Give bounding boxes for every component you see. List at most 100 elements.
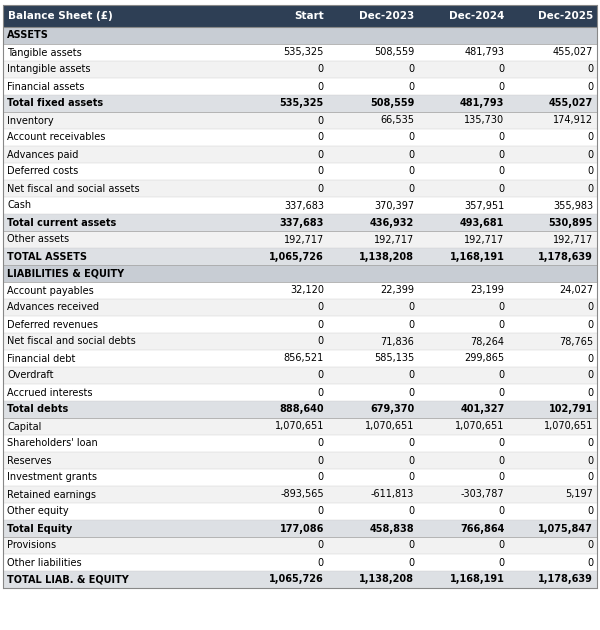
Text: 0: 0 xyxy=(499,132,505,142)
Bar xyxy=(3,163,597,180)
Text: -611,813: -611,813 xyxy=(371,490,414,500)
Text: 458,838: 458,838 xyxy=(370,524,414,534)
Text: 0: 0 xyxy=(499,149,505,159)
Text: 174,912: 174,912 xyxy=(553,115,593,125)
Text: 192,717: 192,717 xyxy=(464,234,505,244)
Text: Net fiscal and social assets: Net fiscal and social assets xyxy=(7,183,140,193)
Text: 0: 0 xyxy=(408,455,414,466)
Text: 0: 0 xyxy=(499,455,505,466)
Text: 0: 0 xyxy=(587,166,593,176)
Text: 0: 0 xyxy=(318,149,324,159)
Text: 0: 0 xyxy=(499,541,505,551)
Text: 0: 0 xyxy=(587,472,593,483)
Text: 888,640: 888,640 xyxy=(279,404,324,415)
Text: Capital: Capital xyxy=(7,421,41,432)
Text: 0: 0 xyxy=(408,507,414,517)
Text: 78,765: 78,765 xyxy=(559,336,593,346)
Text: Other assets: Other assets xyxy=(7,234,69,244)
Text: 0: 0 xyxy=(318,64,324,74)
Text: 0: 0 xyxy=(318,438,324,449)
Text: 355,983: 355,983 xyxy=(553,200,593,210)
Text: 1,065,726: 1,065,726 xyxy=(269,251,324,261)
Text: 0: 0 xyxy=(587,370,593,381)
Text: 192,717: 192,717 xyxy=(553,234,593,244)
Text: 0: 0 xyxy=(318,183,324,193)
Text: 0: 0 xyxy=(318,541,324,551)
Bar xyxy=(3,401,597,418)
Text: 0: 0 xyxy=(587,438,593,449)
Text: 24,027: 24,027 xyxy=(559,285,593,295)
Bar xyxy=(3,180,597,197)
Text: 0: 0 xyxy=(587,302,593,312)
Bar xyxy=(3,146,597,163)
Bar xyxy=(3,367,597,384)
Text: Other liabilities: Other liabilities xyxy=(7,558,82,568)
Text: Account receivables: Account receivables xyxy=(7,132,106,142)
Text: 401,327: 401,327 xyxy=(460,404,505,415)
Text: 481,793: 481,793 xyxy=(464,47,505,57)
Bar xyxy=(3,44,597,61)
Text: 177,086: 177,086 xyxy=(280,524,324,534)
Text: 0: 0 xyxy=(587,455,593,466)
Text: 493,681: 493,681 xyxy=(460,217,505,227)
Text: 0: 0 xyxy=(318,558,324,568)
Text: 78,264: 78,264 xyxy=(470,336,505,346)
Text: 0: 0 xyxy=(318,472,324,483)
Text: 0: 0 xyxy=(499,558,505,568)
Text: Balance Sheet (£): Balance Sheet (£) xyxy=(8,11,113,21)
Text: 0: 0 xyxy=(587,81,593,91)
Text: ASSETS: ASSETS xyxy=(7,30,49,40)
Bar xyxy=(3,5,597,27)
Text: 1,075,847: 1,075,847 xyxy=(538,524,593,534)
Text: 5,197: 5,197 xyxy=(565,490,593,500)
Text: 585,135: 585,135 xyxy=(374,353,414,364)
Text: 1,178,639: 1,178,639 xyxy=(538,575,593,585)
Text: 0: 0 xyxy=(318,387,324,398)
Text: Inventory: Inventory xyxy=(7,115,53,125)
Bar xyxy=(3,95,597,112)
Text: -893,565: -893,565 xyxy=(280,490,324,500)
Bar xyxy=(3,520,597,537)
Text: 0: 0 xyxy=(408,472,414,483)
Text: 1,178,639: 1,178,639 xyxy=(538,251,593,261)
Text: 0: 0 xyxy=(318,370,324,381)
Text: 0: 0 xyxy=(587,319,593,329)
Text: 0: 0 xyxy=(408,132,414,142)
Text: 0: 0 xyxy=(408,370,414,381)
Text: 0: 0 xyxy=(318,132,324,142)
Text: 135,730: 135,730 xyxy=(464,115,505,125)
Text: 0: 0 xyxy=(587,64,593,74)
Text: TOTAL LIAB. & EQUITY: TOTAL LIAB. & EQUITY xyxy=(7,575,129,585)
Text: 0: 0 xyxy=(499,438,505,449)
Text: Accrued interests: Accrued interests xyxy=(7,387,92,398)
Text: 535,325: 535,325 xyxy=(284,47,324,57)
Text: 766,864: 766,864 xyxy=(460,524,505,534)
Text: 679,370: 679,370 xyxy=(370,404,414,415)
Bar xyxy=(3,503,597,520)
Bar xyxy=(3,265,597,282)
Text: 337,683: 337,683 xyxy=(280,217,324,227)
Text: 0: 0 xyxy=(408,183,414,193)
Text: 530,895: 530,895 xyxy=(548,217,593,227)
Bar xyxy=(3,316,597,333)
Text: Start: Start xyxy=(294,11,324,21)
Text: Tangible assets: Tangible assets xyxy=(7,47,82,57)
Bar xyxy=(3,452,597,469)
Text: 0: 0 xyxy=(318,166,324,176)
Text: 0: 0 xyxy=(318,115,324,125)
Bar xyxy=(3,214,597,231)
Text: 0: 0 xyxy=(408,558,414,568)
Text: 1,070,651: 1,070,651 xyxy=(455,421,505,432)
Text: Shareholders' loan: Shareholders' loan xyxy=(7,438,98,449)
Text: 357,951: 357,951 xyxy=(464,200,505,210)
Bar xyxy=(3,435,597,452)
Text: 0: 0 xyxy=(408,166,414,176)
Text: 0: 0 xyxy=(318,302,324,312)
Text: 0: 0 xyxy=(587,507,593,517)
Text: Financial assets: Financial assets xyxy=(7,81,85,91)
Text: 0: 0 xyxy=(587,149,593,159)
Text: 535,325: 535,325 xyxy=(280,98,324,108)
Text: 0: 0 xyxy=(408,81,414,91)
Text: 0: 0 xyxy=(408,541,414,551)
Text: 856,521: 856,521 xyxy=(284,353,324,364)
